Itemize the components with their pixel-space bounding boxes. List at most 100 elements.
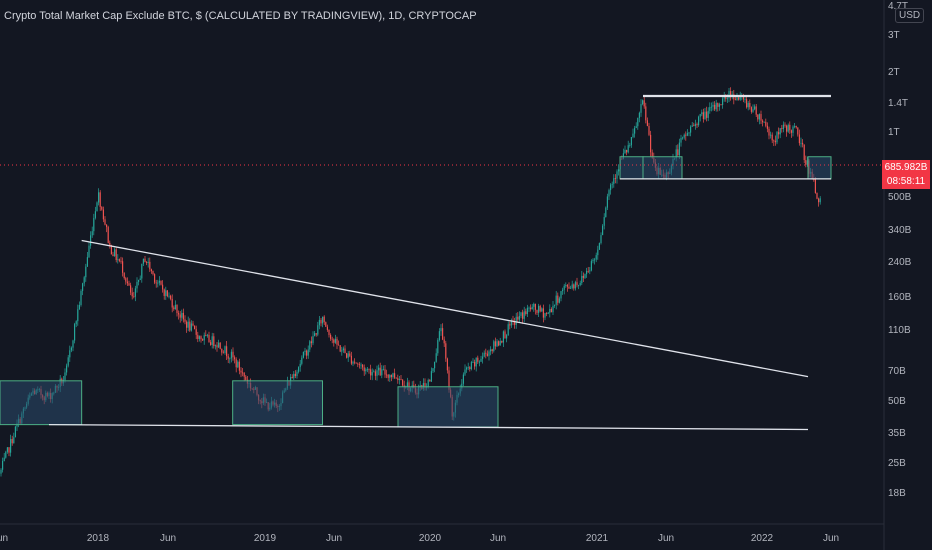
currency-badge[interactable]: USD bbox=[895, 8, 925, 23]
candle-body bbox=[365, 369, 367, 372]
candle-body bbox=[578, 284, 580, 286]
candle-body bbox=[605, 207, 607, 218]
candle-body bbox=[403, 385, 405, 388]
candle-body bbox=[496, 341, 498, 347]
zone-box bbox=[232, 380, 324, 426]
candle-body bbox=[525, 311, 527, 315]
candle-body bbox=[579, 283, 581, 285]
candle-body bbox=[485, 352, 487, 354]
candle-body bbox=[422, 382, 424, 389]
candle-body bbox=[742, 95, 744, 100]
candle-body bbox=[523, 311, 525, 319]
candle-body bbox=[790, 130, 792, 133]
y-tick-label: 70B bbox=[888, 366, 906, 377]
candle-body bbox=[208, 334, 210, 343]
candle-body bbox=[437, 340, 439, 354]
candle-body bbox=[10, 438, 12, 453]
candle-body bbox=[75, 321, 77, 325]
candle-body bbox=[688, 132, 690, 134]
candle-body bbox=[346, 353, 348, 358]
candle-body bbox=[650, 134, 652, 153]
candle-body bbox=[792, 126, 794, 133]
trend-layer bbox=[48, 94, 831, 431]
candle-body bbox=[406, 382, 408, 387]
y-tick-label: 3T bbox=[888, 30, 900, 41]
candle-body bbox=[597, 249, 599, 256]
candle-body bbox=[363, 367, 365, 372]
candle-body bbox=[566, 285, 568, 287]
candle-body bbox=[738, 97, 740, 100]
candle-body bbox=[304, 350, 306, 352]
candle-body bbox=[440, 328, 442, 332]
candle-body bbox=[387, 374, 389, 378]
candle-body bbox=[355, 362, 357, 364]
candle-body bbox=[502, 331, 504, 343]
candle-body bbox=[3, 457, 5, 462]
candle-body bbox=[509, 324, 511, 326]
candle-body bbox=[323, 316, 325, 323]
y-axis[interactable]: 4.7T 3T 2T 1.4T 1T 500B 340B 240B 160B 110B 70B 50B… bbox=[888, 1, 912, 499]
candle-body bbox=[85, 266, 87, 278]
candle-body bbox=[507, 324, 509, 336]
candle-body bbox=[158, 280, 160, 283]
candle-body bbox=[182, 312, 184, 320]
candle-body bbox=[302, 351, 304, 358]
candle-body bbox=[70, 347, 72, 351]
candle-body bbox=[520, 312, 522, 316]
candle-body bbox=[814, 179, 816, 193]
candle-body bbox=[352, 361, 354, 364]
candle-body bbox=[574, 282, 576, 289]
candle-body bbox=[592, 259, 594, 262]
candle-body bbox=[390, 374, 392, 377]
candle-body bbox=[160, 280, 162, 285]
candle-body bbox=[443, 339, 445, 344]
candle-body bbox=[602, 225, 604, 236]
candle-body bbox=[744, 99, 746, 100]
candle-body bbox=[312, 336, 314, 344]
candle-body bbox=[398, 379, 400, 381]
y-tick-label: 35B bbox=[888, 428, 906, 439]
x-tick-label: 2019 bbox=[254, 533, 277, 544]
candle-body bbox=[91, 231, 93, 236]
candle-body bbox=[2, 461, 4, 470]
candle-body bbox=[192, 323, 194, 326]
candle-body bbox=[366, 369, 368, 370]
candle-body bbox=[797, 127, 799, 135]
candle-body bbox=[438, 331, 440, 341]
candle-body bbox=[549, 308, 551, 313]
candle-body bbox=[546, 313, 548, 314]
candle-body bbox=[819, 198, 821, 203]
candle-body bbox=[429, 380, 431, 382]
candle-body bbox=[739, 95, 741, 100]
candle-body bbox=[330, 334, 332, 339]
candle-body bbox=[213, 336, 215, 347]
candle-body bbox=[800, 142, 802, 144]
candle-body bbox=[472, 362, 474, 363]
candle-body bbox=[570, 287, 572, 289]
candle-body bbox=[130, 285, 132, 293]
candle-body bbox=[464, 369, 466, 375]
candle-body bbox=[125, 278, 127, 282]
candle-body bbox=[728, 91, 730, 99]
zone-box bbox=[0, 380, 83, 426]
candle-body bbox=[486, 353, 488, 356]
candle-body bbox=[357, 363, 359, 365]
candle-body bbox=[758, 114, 760, 120]
candle-body bbox=[634, 127, 636, 134]
x-axis[interactable]: Jun 2018 Jun 2019 Jun 2020 Jun 2021 Jun 2022 Jun bbox=[0, 533, 839, 544]
candle-body bbox=[677, 149, 679, 156]
candle-body bbox=[726, 98, 728, 100]
candle-body bbox=[197, 334, 199, 339]
candle-body bbox=[557, 295, 559, 303]
candle-body bbox=[787, 124, 789, 132]
candle-body bbox=[434, 361, 436, 369]
candle-body bbox=[445, 343, 447, 359]
candle-body bbox=[389, 374, 391, 378]
candle-body bbox=[718, 104, 720, 107]
candle-body bbox=[618, 169, 620, 172]
candle-body bbox=[725, 95, 727, 99]
candle-body bbox=[301, 357, 303, 364]
candle-body bbox=[568, 286, 570, 289]
candle-body bbox=[296, 371, 298, 377]
